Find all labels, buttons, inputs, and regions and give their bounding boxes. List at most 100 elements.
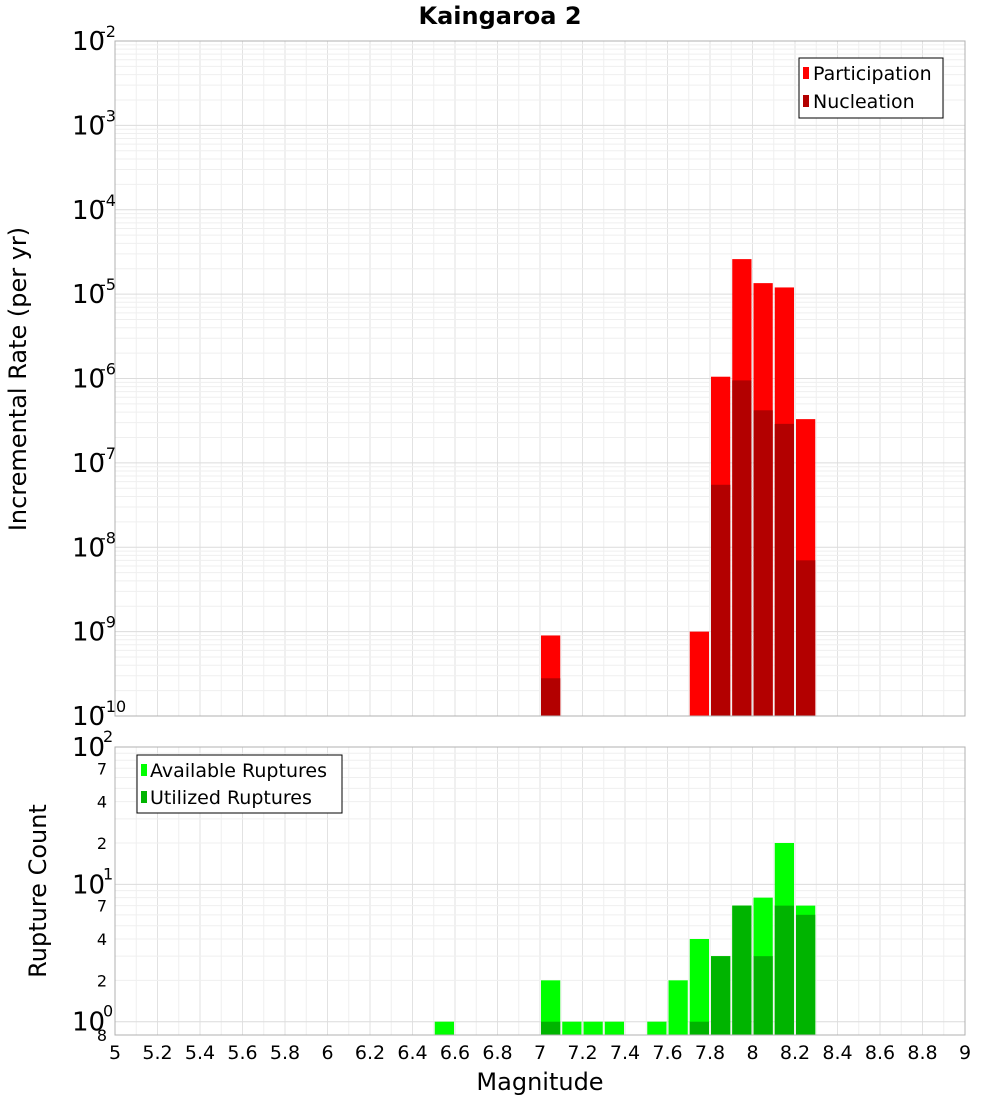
- x-tick-label: 5: [109, 1042, 121, 1064]
- rate-legend: Participation Nucleation: [798, 57, 944, 119]
- y-tick-exponent: 2: [103, 727, 113, 746]
- y-tick-label: 10: [72, 280, 105, 310]
- y-tick-label: 10: [72, 111, 105, 141]
- x-tick-label: 6: [321, 1042, 333, 1064]
- rate-plot-frame: [114, 40, 966, 717]
- y-tick-exponent: -10: [100, 697, 126, 716]
- y-tick-exponent: -6: [100, 360, 116, 379]
- y-tick-exponent: -3: [100, 106, 116, 125]
- available-ruptures-bar: [583, 1021, 603, 1035]
- y-tick-exponent: -9: [100, 613, 116, 632]
- chart-title: Kaingaroa 2: [418, 2, 581, 30]
- x-tick-label: 5.2: [142, 1042, 172, 1064]
- count-plot-frame: [114, 746, 966, 1036]
- utilized-ruptures-bar: [774, 905, 794, 1035]
- x-tick-label: 5.6: [227, 1042, 257, 1064]
- rate-grid: [114, 41, 966, 717]
- y-tick-exponent: 1: [103, 864, 113, 883]
- x-tick-label: 6.4: [397, 1042, 427, 1064]
- participation-bar: [689, 631, 709, 716]
- x-tick-label: 7: [534, 1042, 546, 1064]
- available-ruptures-bar: [434, 1021, 454, 1035]
- available-ruptures-legend-swatch: [141, 764, 147, 776]
- x-tick-label: 5.4: [185, 1042, 215, 1064]
- available-ruptures-bar: [562, 1021, 582, 1035]
- y-tick-label: 10: [72, 533, 105, 563]
- utilized-ruptures-bar: [711, 956, 731, 1035]
- y-minor-tick-label: 7: [97, 759, 107, 778]
- nucleation-bar: [774, 423, 794, 716]
- y-minor-tick-label: 4: [97, 930, 107, 949]
- rate-y-axis-label: Incremental Rate (per yr): [4, 227, 32, 531]
- y-minor-tick-label: 2: [97, 971, 107, 990]
- nucleation-bar: [711, 484, 731, 716]
- utilized-ruptures-bar: [541, 1021, 561, 1035]
- x-tick-label: 6.6: [440, 1042, 470, 1064]
- y-minor-tick-label: 7: [97, 897, 107, 916]
- y-tick-label: 10: [72, 702, 105, 732]
- y-tick-exponent: -7: [100, 444, 116, 463]
- x-tick-label: 8.6: [865, 1042, 895, 1064]
- x-tick-label: 8: [746, 1042, 758, 1064]
- y-tick-label: 10: [72, 27, 105, 57]
- utilized-ruptures-bar: [732, 905, 752, 1035]
- y-minor-tick-label: 4: [97, 793, 107, 812]
- y-tick-label: 10: [72, 618, 105, 648]
- count-legend: Available Ruptures Utilized Ruptures: [136, 754, 343, 814]
- y-tick-label: 10: [72, 1008, 105, 1038]
- rate-legend-box: [798, 57, 944, 119]
- y-tick-label: 10: [72, 870, 105, 900]
- x-tick-label: 8.4: [822, 1042, 852, 1064]
- y-tick-exponent: -4: [100, 191, 116, 210]
- y-minor-tick-label: 8: [97, 1026, 107, 1045]
- available-ruptures-bar: [689, 939, 709, 1035]
- y-tick-exponent: -2: [100, 22, 116, 41]
- nucleation-bar: [753, 410, 773, 716]
- nucleation-bar: [796, 560, 816, 716]
- x-tick-label: 6.2: [355, 1042, 385, 1064]
- y-tick-exponent: -5: [100, 275, 116, 294]
- available-ruptures-bar: [604, 1021, 624, 1035]
- utilized-ruptures-bar: [753, 956, 773, 1035]
- rate-bars: [541, 259, 816, 716]
- x-tick-label: 9: [959, 1042, 971, 1064]
- count-legend-box: [136, 754, 343, 814]
- nucleation-legend-swatch: [803, 95, 809, 107]
- y-tick-label: 10: [72, 196, 105, 226]
- y-tick-label: 10: [72, 449, 105, 479]
- x-tick-label: 6.8: [482, 1042, 512, 1064]
- nucleation-bar: [732, 380, 752, 716]
- available-ruptures-bar: [668, 980, 688, 1035]
- available-ruptures-legend-label: Available Ruptures: [150, 760, 327, 782]
- x-tick-label: 7.4: [610, 1042, 640, 1064]
- count-bars: [434, 843, 816, 1035]
- utilized-ruptures-bar: [689, 1021, 709, 1035]
- x-tick-label: 7.2: [567, 1042, 597, 1064]
- x-tick-label: 8.8: [907, 1042, 937, 1064]
- x-axis-label: Magnitude: [476, 1068, 603, 1096]
- y-tick-exponent: -8: [100, 528, 116, 547]
- y-tick-exponent: 0: [103, 1002, 113, 1021]
- available-ruptures-bar: [541, 980, 561, 1035]
- nucleation-bar: [541, 678, 561, 716]
- x-tick-label: 5.8: [270, 1042, 300, 1064]
- count-y-axis-label: Rupture Count: [24, 804, 52, 978]
- x-tick-label: 8.2: [780, 1042, 810, 1064]
- x-tick-label: 7.8: [695, 1042, 725, 1064]
- available-ruptures-bar: [647, 1021, 667, 1035]
- y-tick-label: 10: [72, 365, 105, 395]
- y-minor-tick-label: 2: [97, 834, 107, 853]
- x-ticks: 5 5.2 5.4 5.6 5.8 6 6.2 6.4 6.6 6.8 7 7.2 7.4 7.6 7.8 8…: [109, 1042, 971, 1064]
- x-tick-label: 7.6: [652, 1042, 682, 1064]
- participation-legend-swatch: [803, 67, 809, 79]
- utilized-ruptures-legend-label: Utilized Ruptures: [150, 787, 312, 809]
- y-tick-label: 10: [72, 733, 105, 763]
- nucleation-legend-label: Nucleation: [813, 91, 915, 113]
- participation-legend-label: Participation: [813, 63, 932, 85]
- utilized-ruptures-legend-swatch: [141, 791, 147, 803]
